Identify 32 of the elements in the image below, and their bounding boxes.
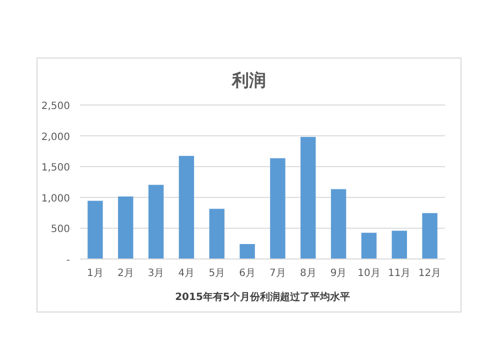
text: 2015年有5个月份利润超过了平均水平 — [175, 291, 350, 303]
x-tick-label: 6月 — [239, 268, 256, 279]
x-tick-label: 8月 — [300, 268, 316, 279]
y-tick-label: 2,500 — [41, 101, 70, 112]
x-tick-label: 9月 — [330, 268, 347, 279]
x-tick-label: 3月 — [148, 268, 164, 279]
x-tick-label: 11月 — [388, 268, 411, 279]
x-tick-label: 7月 — [270, 268, 286, 279]
bar — [392, 230, 407, 259]
bar — [422, 213, 438, 259]
x-tick-label: 10月 — [358, 268, 380, 279]
bar — [209, 208, 224, 259]
bar — [118, 196, 134, 259]
bar — [270, 158, 286, 259]
y-tick-label: - — [66, 255, 70, 266]
bar — [361, 232, 377, 259]
bar — [88, 200, 103, 259]
bar — [148, 184, 164, 259]
x-tick-label: 12月 — [418, 268, 442, 279]
bar — [178, 156, 194, 259]
x-tick-label: 5月 — [208, 268, 226, 279]
chart-title: 利润 — [231, 71, 266, 91]
x-tick-label: 1月 — [87, 268, 104, 279]
bar — [240, 244, 255, 259]
y-tick-label: 1,500 — [41, 162, 70, 174]
bar — [330, 189, 346, 259]
y-tick-label: 500 — [50, 224, 70, 236]
x-tick-label: 4月 — [178, 268, 195, 279]
bar — [300, 136, 316, 259]
y-tick-label: 1,000 — [41, 193, 70, 204]
x-tick-label: 2月 — [117, 268, 134, 279]
y-tick-label: 2,000 — [41, 132, 70, 143]
